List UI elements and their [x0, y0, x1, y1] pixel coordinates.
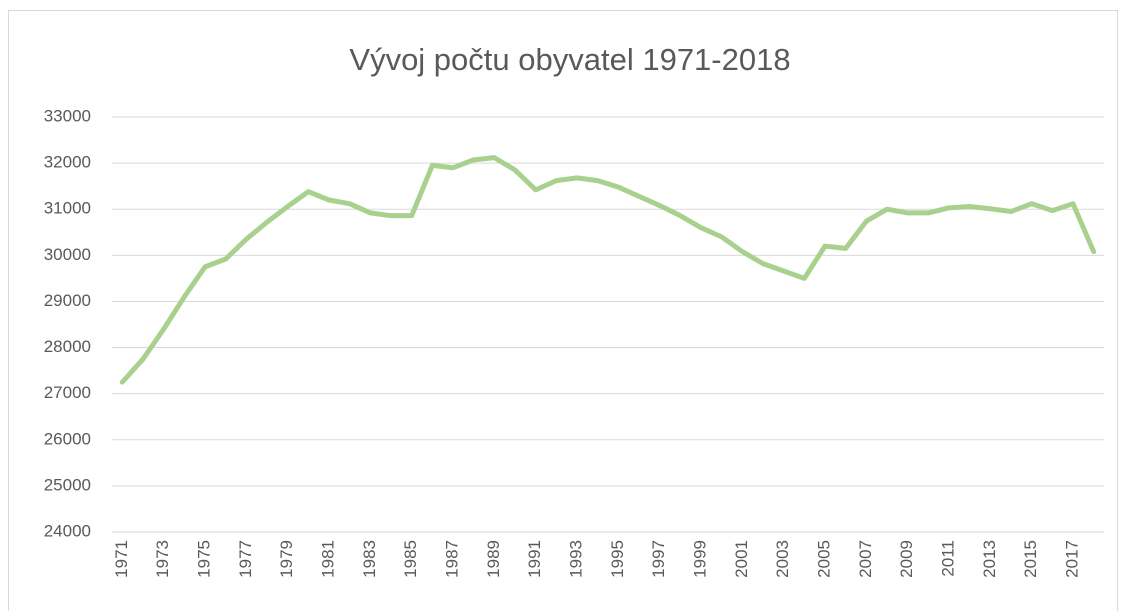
- x-tick-label: 1975: [194, 540, 213, 578]
- x-tick-label: 1989: [484, 540, 503, 578]
- chart-title: Vývoj počtu obyvatel 1971-2018: [349, 42, 790, 77]
- x-tick-label: 1973: [153, 540, 172, 578]
- x-tick-label: 1981: [318, 540, 337, 578]
- y-tick-label: 31000: [44, 199, 91, 218]
- x-tick-label: 2011: [938, 540, 957, 577]
- x-tick-label: 2003: [773, 540, 792, 578]
- chart-frame: [8, 10, 1118, 611]
- data-line: [119, 155, 1097, 385]
- x-tick-label: 1971: [112, 540, 131, 578]
- y-tick-label: 28000: [44, 337, 91, 356]
- y-tick-label: 24000: [44, 521, 91, 540]
- y-tick-label: 33000: [44, 106, 91, 125]
- x-tick-label: 1977: [236, 540, 255, 578]
- x-tick-label: 1983: [360, 540, 379, 578]
- x-tick-label: 2015: [1021, 540, 1040, 578]
- x-tick-label: 2001: [732, 540, 751, 578]
- y-tick-label: 27000: [44, 383, 91, 402]
- x-tick-label: 1991: [525, 540, 544, 578]
- x-tick-label: 1999: [690, 540, 709, 578]
- y-tick-label: 26000: [44, 429, 91, 448]
- x-tick-label: 1979: [277, 540, 296, 578]
- x-tick-label: 2009: [897, 540, 916, 578]
- y-tick-label: 32000: [44, 153, 91, 172]
- x-tick-label: 2017: [1062, 540, 1081, 578]
- y-tick-label: 25000: [44, 475, 91, 494]
- x-tick-label: 2007: [856, 540, 875, 578]
- x-tick-label: 1985: [401, 540, 420, 578]
- x-tick-label: 1987: [442, 540, 461, 578]
- x-tick-label: 1993: [566, 540, 585, 578]
- x-tick-label: 1995: [608, 540, 627, 578]
- x-tick-label: 2013: [980, 540, 999, 578]
- y-tick-label: 30000: [44, 245, 91, 264]
- x-tick-label: 2005: [814, 540, 833, 578]
- x-tick-label: 1997: [649, 540, 668, 578]
- y-tick-label: 29000: [44, 291, 91, 310]
